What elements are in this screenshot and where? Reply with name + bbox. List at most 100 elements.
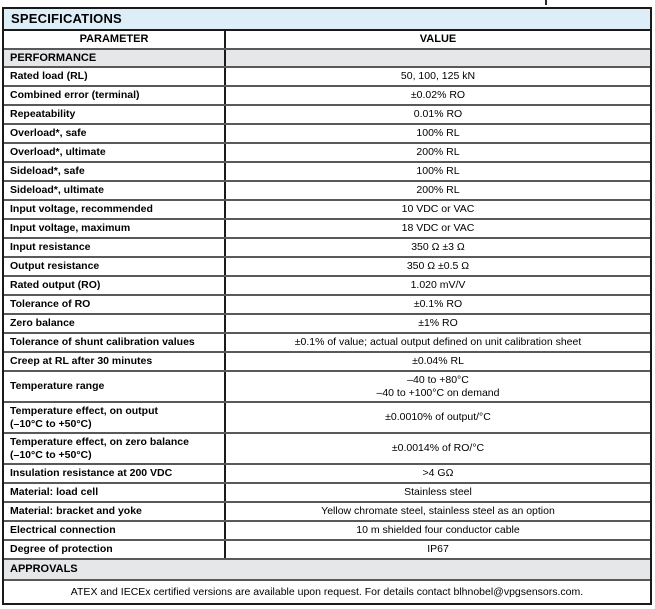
value-cell: Stainless steel	[226, 484, 650, 501]
parameter-line: Overload*, safe	[10, 127, 87, 140]
value-cell: 350 Ω ±0.5 Ω	[226, 258, 650, 275]
value-line: ±0.0014% of RO/°C	[391, 442, 485, 455]
table-row: Insulation resistance at 200 VDC >4 GΩ	[4, 463, 650, 482]
value-line: 10 VDC or VAC	[401, 203, 475, 216]
parameter-line: Sideload*, ultimate	[10, 184, 104, 197]
parameter-line: Overload*, ultimate	[10, 146, 106, 159]
value-cell: Yellow chromate steel, stainless steel a…	[226, 503, 650, 520]
parameter-cell: Tolerance of shunt calibration values	[4, 334, 226, 351]
parameter-line: Rated output (RO)	[10, 279, 101, 292]
parameter-cell: Tolerance of RO	[4, 296, 226, 313]
value-cell: ±0.02% RO	[226, 87, 650, 104]
value-line: ±0.1% of value; actual output defined on…	[294, 336, 582, 349]
parameter-line: Temperature effect, on zero balance	[10, 436, 189, 448]
value-cell: 10 VDC or VAC	[226, 201, 650, 218]
parameter-cell: Output resistance	[4, 258, 226, 275]
parameter-line: Sideload*, safe	[10, 165, 85, 178]
parameter-cell: Insulation resistance at 200 VDC	[4, 465, 226, 482]
section-header-performance: PERFORMANCE	[4, 47, 650, 67]
value-cell: 100% RL	[226, 163, 650, 180]
table-row: Tolerance of RO ±0.1% RO	[4, 294, 650, 313]
value-line: Yellow chromate steel, stainless steel a…	[321, 505, 555, 518]
parameter-line: Temperature effect, on output	[10, 405, 158, 417]
table-row: Input voltage, recommended 10 VDC or VAC	[4, 199, 650, 218]
parameter-line: Temperature range	[10, 380, 105, 393]
parameter-cell: Overload*, safe	[4, 125, 226, 142]
table-row: Temperature effect, on zero balance (–10°…	[4, 432, 650, 463]
parameter-line: Material: bracket and yoke	[10, 505, 142, 518]
value-cell: ±0.1% of value; actual output defined on…	[226, 334, 650, 351]
specifications-table: SPECIFICATIONS PARAMETER VALUE PERFORMAN…	[2, 7, 652, 605]
value-line: Stainless steel	[404, 486, 472, 499]
approvals-footer-text: ATEX and IECEx certified versions are av…	[70, 585, 584, 598]
column-header-value: VALUE	[419, 33, 457, 45]
parameter-cell: Rated output (RO)	[4, 277, 226, 294]
parameter-cell: Material: bracket and yoke	[4, 503, 226, 520]
value-cell: 18 VDC or VAC	[226, 220, 650, 237]
parameter-line: Input resistance	[10, 241, 91, 254]
parameter-line: Material: load cell	[10, 486, 99, 499]
value-line: IP67	[427, 543, 449, 556]
column-header-row: PARAMETER VALUE	[4, 31, 650, 48]
value-line: ±1% RO	[418, 317, 458, 330]
section-header-spacer	[226, 50, 650, 67]
value-cell: 10 m shielded four conductor cable	[226, 522, 650, 539]
parameter-line: Degree of protection	[10, 543, 113, 556]
table-row: Temperature range –40 to +80°C –40 to +100…	[4, 370, 650, 401]
parameter-cell: Material: load cell	[4, 484, 226, 501]
table-row: Input voltage, maximum 18 VDC or VAC	[4, 218, 650, 237]
value-line: ±0.04% RL	[412, 355, 464, 368]
value-cell: 1.020 mV/V	[226, 277, 650, 294]
parameter-line: Zero balance	[10, 317, 75, 330]
value-line: 100% RL	[416, 165, 460, 178]
table-row: Input resistance 350 Ω ±3 Ω	[4, 237, 650, 256]
parameter-line: Input voltage, recommended	[10, 203, 153, 216]
parameter-line: Repeatability	[10, 108, 76, 121]
parameter-line: Input voltage, maximum	[10, 222, 131, 235]
parameter-cell: Sideload*, safe	[4, 163, 226, 180]
value-cell: ±0.0010% of output/°C	[226, 403, 650, 432]
value-line: 1.020 mV/V	[410, 279, 466, 292]
column-header-parameter: PARAMETER	[4, 31, 226, 48]
value-line: –40 to +80°C	[407, 374, 469, 386]
value-line: >4 GΩ	[422, 467, 454, 480]
value-cell: 350 Ω ±3 Ω	[226, 239, 650, 256]
value-line: 50, 100, 125 kN	[400, 70, 476, 83]
value-line: ±0.0010% of output/°C	[385, 411, 491, 424]
parameter-cell: Rated load (RL)	[4, 68, 226, 85]
table-title: SPECIFICATIONS	[4, 9, 650, 31]
parameter-cell: Combined error (terminal)	[4, 87, 226, 104]
value-cell: ±0.04% RL	[226, 353, 650, 370]
value-cell: 50, 100, 125 kN	[226, 68, 650, 85]
value-cell: ±1% RO	[226, 315, 650, 332]
parameter-line: Tolerance of RO	[10, 298, 91, 311]
table-row: Material: load cell Stainless steel	[4, 482, 650, 501]
value-line: 350 Ω ±0.5 Ω	[406, 260, 470, 273]
table-row: Sideload*, ultimate 200% RL	[4, 180, 650, 199]
parameter-line: Creep at RL after 30 minutes	[10, 355, 153, 368]
value-line: 18 VDC or VAC	[401, 222, 475, 235]
table-row: Rated load (RL) 50, 100, 125 kN	[4, 66, 650, 85]
parameter-cell: Input voltage, recommended	[4, 201, 226, 218]
value-cell: >4 GΩ	[226, 465, 650, 482]
parameter-cell: Temperature effect, on zero balance (–10°…	[4, 434, 226, 463]
table-row: Creep at RL after 30 minutes ±0.04% RL	[4, 351, 650, 370]
table-row: Tolerance of shunt calibration values ±0.…	[4, 332, 650, 351]
parameter-cell: Degree of protection	[4, 541, 226, 558]
value-cell: –40 to +80°C –40 to +100°C on demand	[226, 372, 650, 401]
parameter-line: Combined error (terminal)	[10, 89, 140, 102]
section-header-label: PERFORMANCE	[4, 49, 226, 66]
value-line: 100% RL	[416, 127, 460, 140]
value-line: 200% RL	[416, 184, 460, 197]
parameter-line: Rated load (RL)	[10, 70, 88, 83]
section-header-approvals: APPROVALS	[4, 558, 650, 579]
table-row: Repeatability 0.01% RO	[4, 104, 650, 123]
value-cell: 0.01% RO	[226, 106, 650, 123]
table-row: Material: bracket and yoke Yellow chromat…	[4, 501, 650, 520]
parameter-line: (–10°C to +50°C)	[10, 448, 92, 461]
value-line: ±0.02% RO	[410, 89, 466, 102]
value-cell: ±0.1% RO	[226, 296, 650, 313]
value-line: ±0.1% RO	[413, 298, 463, 311]
parameter-line: Electrical connection	[10, 524, 116, 537]
approvals-footer-row: ATEX and IECEx certified versions are av…	[4, 578, 650, 604]
